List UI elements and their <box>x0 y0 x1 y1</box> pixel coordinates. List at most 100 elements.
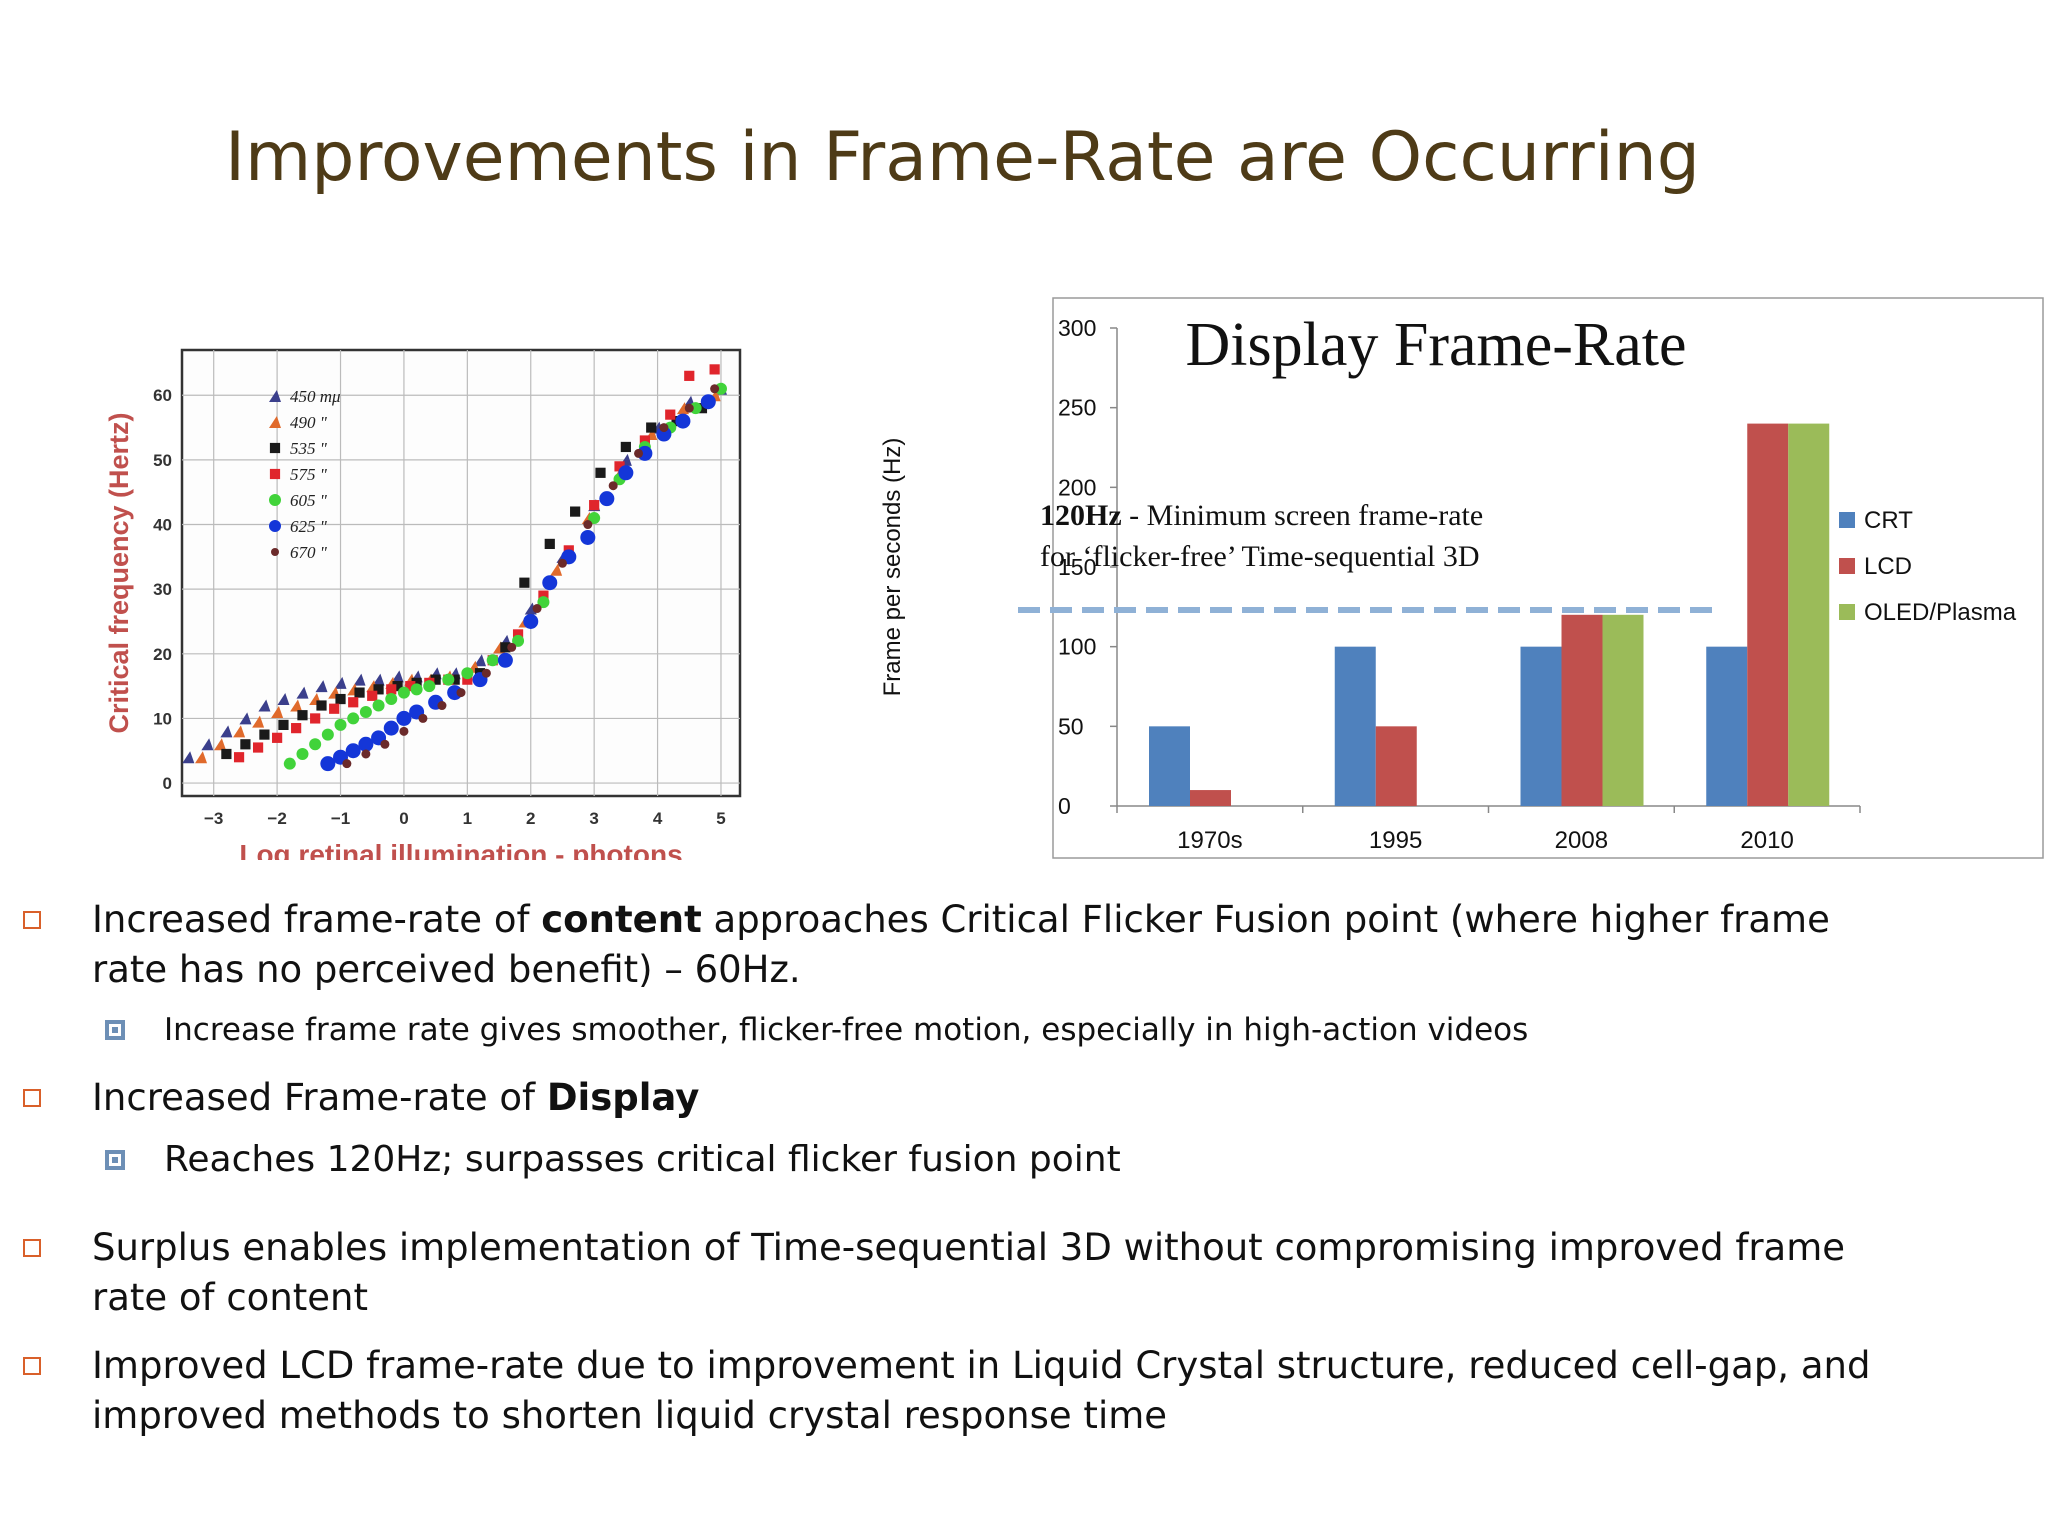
cff-point <box>684 403 694 413</box>
cff-point <box>583 520 593 530</box>
cff-point <box>608 481 618 491</box>
cff-y-tick-label: 10 <box>153 709 172 728</box>
rate-legend-swatch <box>1839 558 1855 574</box>
cff-point <box>570 506 581 517</box>
bullet-item: Surplus enables implementation of Time-s… <box>0 1223 2048 1333</box>
bullet-text-emphasis: content <box>541 898 702 941</box>
cff-x-tick-label: 1 <box>463 809 472 828</box>
cff-point <box>316 700 327 711</box>
cff-x-tick-label: −2 <box>267 809 286 828</box>
cff-point <box>214 738 227 751</box>
cff-point <box>335 693 346 705</box>
cff-point <box>437 701 447 711</box>
cff-y-tick-label: 0 <box>163 774 172 793</box>
cff-plot-frame <box>180 348 742 798</box>
rate-bar <box>1747 423 1789 806</box>
cff-point <box>347 712 360 725</box>
cff-legend-label: 535 " <box>290 439 328 458</box>
rate-y-tick-label: 0 <box>1058 793 1071 819</box>
cff-point <box>272 732 283 743</box>
bullet-text-part: Increased Frame-rate of <box>92 1076 547 1119</box>
cff-point <box>354 687 365 698</box>
rate-y-tick-label: 200 <box>1058 474 1096 500</box>
square-bullet-icon <box>23 1239 41 1257</box>
bullet-text-part: approaches Critical Flicker Fusion point… <box>92 898 1830 991</box>
cff-point <box>497 652 513 668</box>
cff-point <box>447 685 463 701</box>
cff-point <box>201 738 214 751</box>
rate-legend-label: OLED/Plasma <box>1864 599 2017 626</box>
cff-point <box>334 676 347 689</box>
cff-point <box>240 739 251 750</box>
cff-point <box>700 394 716 410</box>
cff-point <box>481 668 491 678</box>
cff-point <box>580 529 596 545</box>
cff-x-tick-label: −3 <box>204 809 223 828</box>
cff-y-tick-label: 30 <box>153 580 172 599</box>
cff-point <box>512 629 524 640</box>
bullet-text-part: Improved LCD frame-rate due to improveme… <box>92 1344 1871 1437</box>
cff-x-tick-label: 5 <box>716 809 725 828</box>
cff-point <box>271 548 279 556</box>
cff-point <box>659 423 669 433</box>
cff-point <box>397 686 410 699</box>
cff-point <box>544 538 555 550</box>
cff-point <box>321 728 334 741</box>
rate-y-tick-label: 250 <box>1058 395 1096 421</box>
cff-point <box>296 747 309 760</box>
cff-point <box>423 680 436 693</box>
square-bullet-icon <box>23 911 41 929</box>
cff-point <box>442 673 455 686</box>
cff-point <box>430 674 441 685</box>
cff-point <box>359 705 372 718</box>
cff-point <box>315 680 328 693</box>
cff-series <box>320 394 716 772</box>
cff-point <box>372 673 385 686</box>
cff-point <box>684 370 695 381</box>
cff-point <box>537 596 550 609</box>
cff-point <box>233 725 246 738</box>
cff-point <box>269 416 281 428</box>
bullet-text: Increased frame-rate of content approach… <box>92 895 1892 995</box>
cff-point <box>195 751 208 764</box>
cff-point <box>320 756 336 772</box>
cff-point <box>221 748 232 760</box>
bullet-text: Increased Frame-rate of Display <box>92 1073 1892 1123</box>
rate-annotation-rest: - Minimum screen frame-rate <box>1122 499 1484 532</box>
bullet-text: Surplus enables implementation of Time-s… <box>92 1223 1892 1323</box>
cff-point <box>259 729 270 740</box>
cff-point <box>297 710 308 721</box>
cff-x-axis-label: Log retinal illumination - photons <box>239 839 682 860</box>
cff-point <box>252 715 265 728</box>
cff-point <box>361 749 371 759</box>
cff-point <box>233 752 245 763</box>
bullet-item: Increase frame rate gives smoother, flic… <box>0 1005 2048 1060</box>
cff-legend: 450 mμ 490 " 535 " 575 " 605 " 625 " 670 " <box>269 387 341 562</box>
rate-y-tick-label: 100 <box>1058 634 1096 660</box>
rate-y-tick-label: 50 <box>1058 713 1084 739</box>
cff-point <box>519 577 530 588</box>
slide-title: Improvements in Frame-Rate are Occurring <box>225 118 1700 197</box>
cff-x-tick-label: 4 <box>653 809 663 828</box>
cff-point <box>523 613 539 629</box>
cff-point <box>291 723 302 734</box>
cff-point <box>296 686 309 699</box>
cff-point <box>372 699 385 712</box>
cff-point <box>532 604 542 614</box>
rate-y-tick-label: 300 <box>1058 315 1096 341</box>
rate-annotation-bold: 120Hz <box>1040 499 1122 532</box>
cff-x-tick-label: 0 <box>399 809 408 828</box>
cff-point <box>710 384 720 394</box>
cff-point <box>309 738 322 751</box>
rate-bar <box>1375 726 1417 806</box>
cff-point <box>614 461 625 472</box>
cff-series <box>342 384 720 769</box>
cff-point <box>271 705 284 718</box>
rate-x-tick-label: 2008 <box>1555 827 1608 854</box>
cff-y-tick-label: 40 <box>153 516 172 535</box>
cff-point <box>405 681 416 692</box>
bullet-text-part: Increase frame rate gives smoother, flic… <box>164 1012 1529 1048</box>
rate-bar <box>1706 646 1748 806</box>
cff-point <box>656 426 672 442</box>
